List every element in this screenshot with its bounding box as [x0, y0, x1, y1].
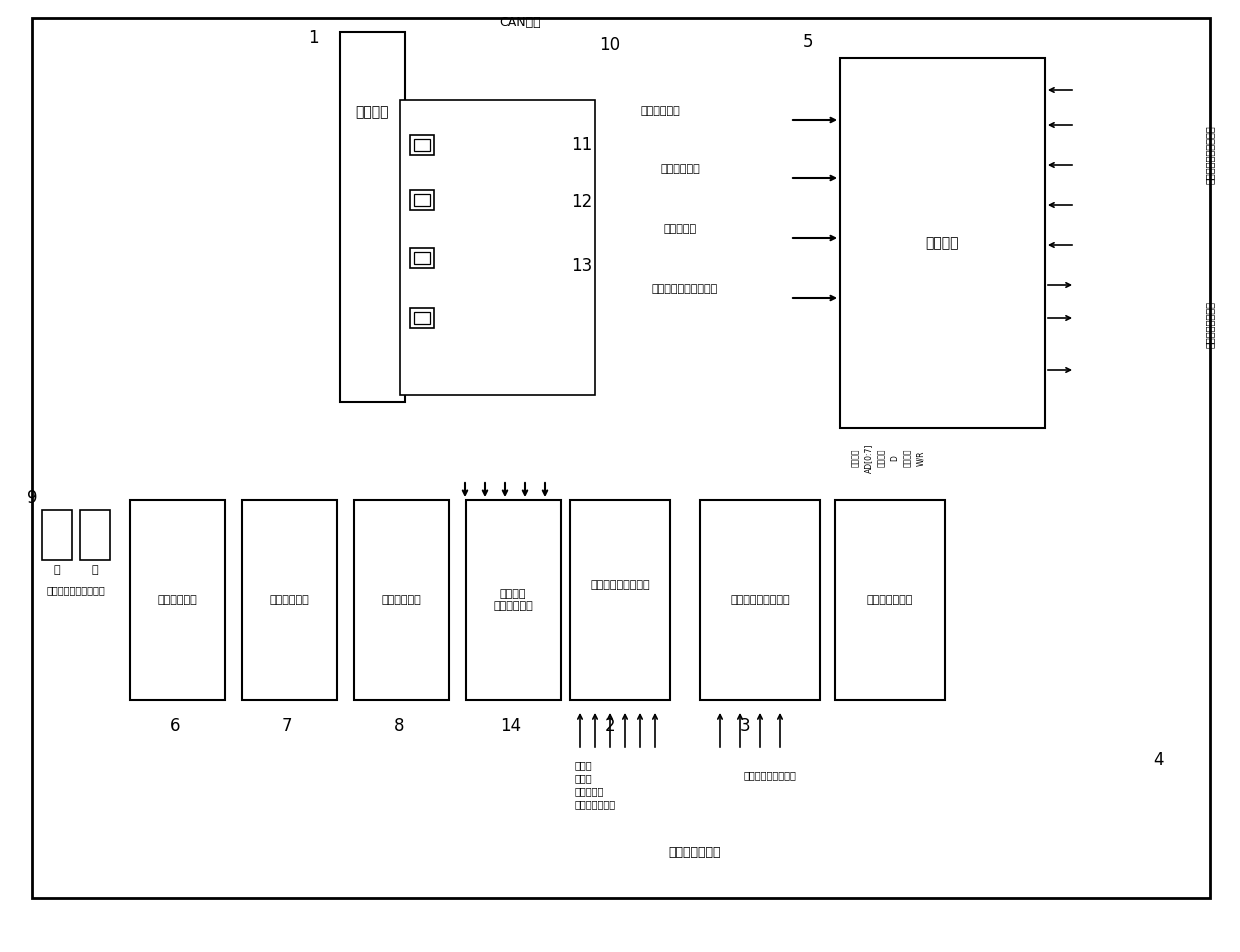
Bar	[353, 500, 449, 700]
Text: 自动起道信号: 自动起道信号	[640, 106, 680, 116]
Bar	[701, 500, 820, 700]
Text: 右: 右	[92, 565, 98, 575]
Bar	[835, 500, 945, 700]
Text: 程控系统: 程控系统	[925, 236, 959, 250]
Bar	[466, 500, 560, 700]
Text: 1: 1	[308, 29, 319, 47]
Text: 4: 4	[1153, 751, 1163, 769]
Bar	[410, 308, 434, 328]
Text: 工作小车横移位置开关: 工作小车横移位置开关	[47, 585, 105, 595]
Text: CAN总线: CAN总线	[500, 15, 541, 29]
Text: 监控主机: 监控主机	[355, 105, 389, 119]
Bar	[242, 500, 337, 700]
Text: 数字信号采集板: 数字信号采集板	[867, 595, 913, 605]
Text: 11: 11	[572, 136, 593, 154]
Text: 左: 左	[53, 565, 61, 575]
Text: 14: 14	[501, 717, 522, 735]
Text: 5: 5	[802, 33, 813, 51]
Text: 捣固控制电路: 捣固控制电路	[381, 595, 420, 605]
Bar	[414, 194, 430, 206]
Bar	[42, 510, 72, 560]
Text: 7: 7	[281, 717, 293, 735]
Bar	[81, 510, 110, 560]
Text: D: D	[890, 455, 899, 461]
Text: 3: 3	[740, 717, 750, 735]
Text: 控制总线: 控制总线	[903, 448, 911, 467]
Text: 6: 6	[170, 717, 180, 735]
Text: 作业模拟量信号: 作业模拟量信号	[668, 845, 722, 859]
Text: 数据总线: 数据总线	[877, 448, 887, 467]
Text: AD[0:7]: AD[0:7]	[864, 444, 873, 473]
Text: 工作小车
驱动控制电路: 工作小车 驱动控制电路	[494, 589, 533, 611]
Text: 水平传感器: 水平传感器	[575, 786, 604, 796]
Bar	[401, 100, 595, 395]
Text: 拨道控制电路: 拨道控制电路	[269, 595, 309, 605]
Bar	[410, 190, 434, 210]
Bar	[410, 248, 434, 268]
Text: 工作小车自动走行信号: 工作小车自动走行信号	[652, 284, 718, 294]
Text: 作业控制输出信号: 作业控制输出信号	[1205, 302, 1215, 348]
Text: 多路模拟信号采集板: 多路模拟信号采集板	[730, 595, 790, 605]
Text: 2: 2	[605, 717, 615, 735]
Text: W/R: W/R	[916, 450, 925, 466]
Bar	[839, 58, 1045, 428]
Bar	[414, 312, 430, 324]
Text: 部件逻辑状态输入信号: 部件逻辑状态输入信号	[1205, 126, 1215, 185]
Bar	[340, 32, 405, 402]
Text: 10: 10	[599, 36, 620, 54]
Text: 工作小车横移传感器: 工作小车横移传感器	[744, 770, 796, 780]
Text: 多路模拟信号采集板: 多路模拟信号采集板	[590, 580, 650, 590]
Text: 起速量: 起速量	[575, 760, 593, 770]
Text: 8: 8	[394, 717, 404, 735]
Text: 拨速量: 拨速量	[575, 773, 593, 783]
Text: 自动拨道信号: 自动拨道信号	[660, 164, 699, 174]
Text: 12: 12	[572, 193, 593, 211]
Text: 拨转距离传感器: 拨转距离传感器	[575, 799, 616, 809]
Bar	[414, 252, 430, 264]
Text: 捣下笼信号: 捣下笼信号	[663, 224, 697, 234]
Text: 地址总线: 地址总线	[851, 448, 861, 467]
Text: 13: 13	[572, 257, 593, 275]
Text: 起道控制电路: 起道控制电路	[157, 595, 197, 605]
Bar	[130, 500, 224, 700]
Bar	[410, 135, 434, 155]
Text: 9: 9	[26, 489, 37, 507]
Bar	[414, 139, 430, 151]
Bar	[570, 500, 670, 700]
